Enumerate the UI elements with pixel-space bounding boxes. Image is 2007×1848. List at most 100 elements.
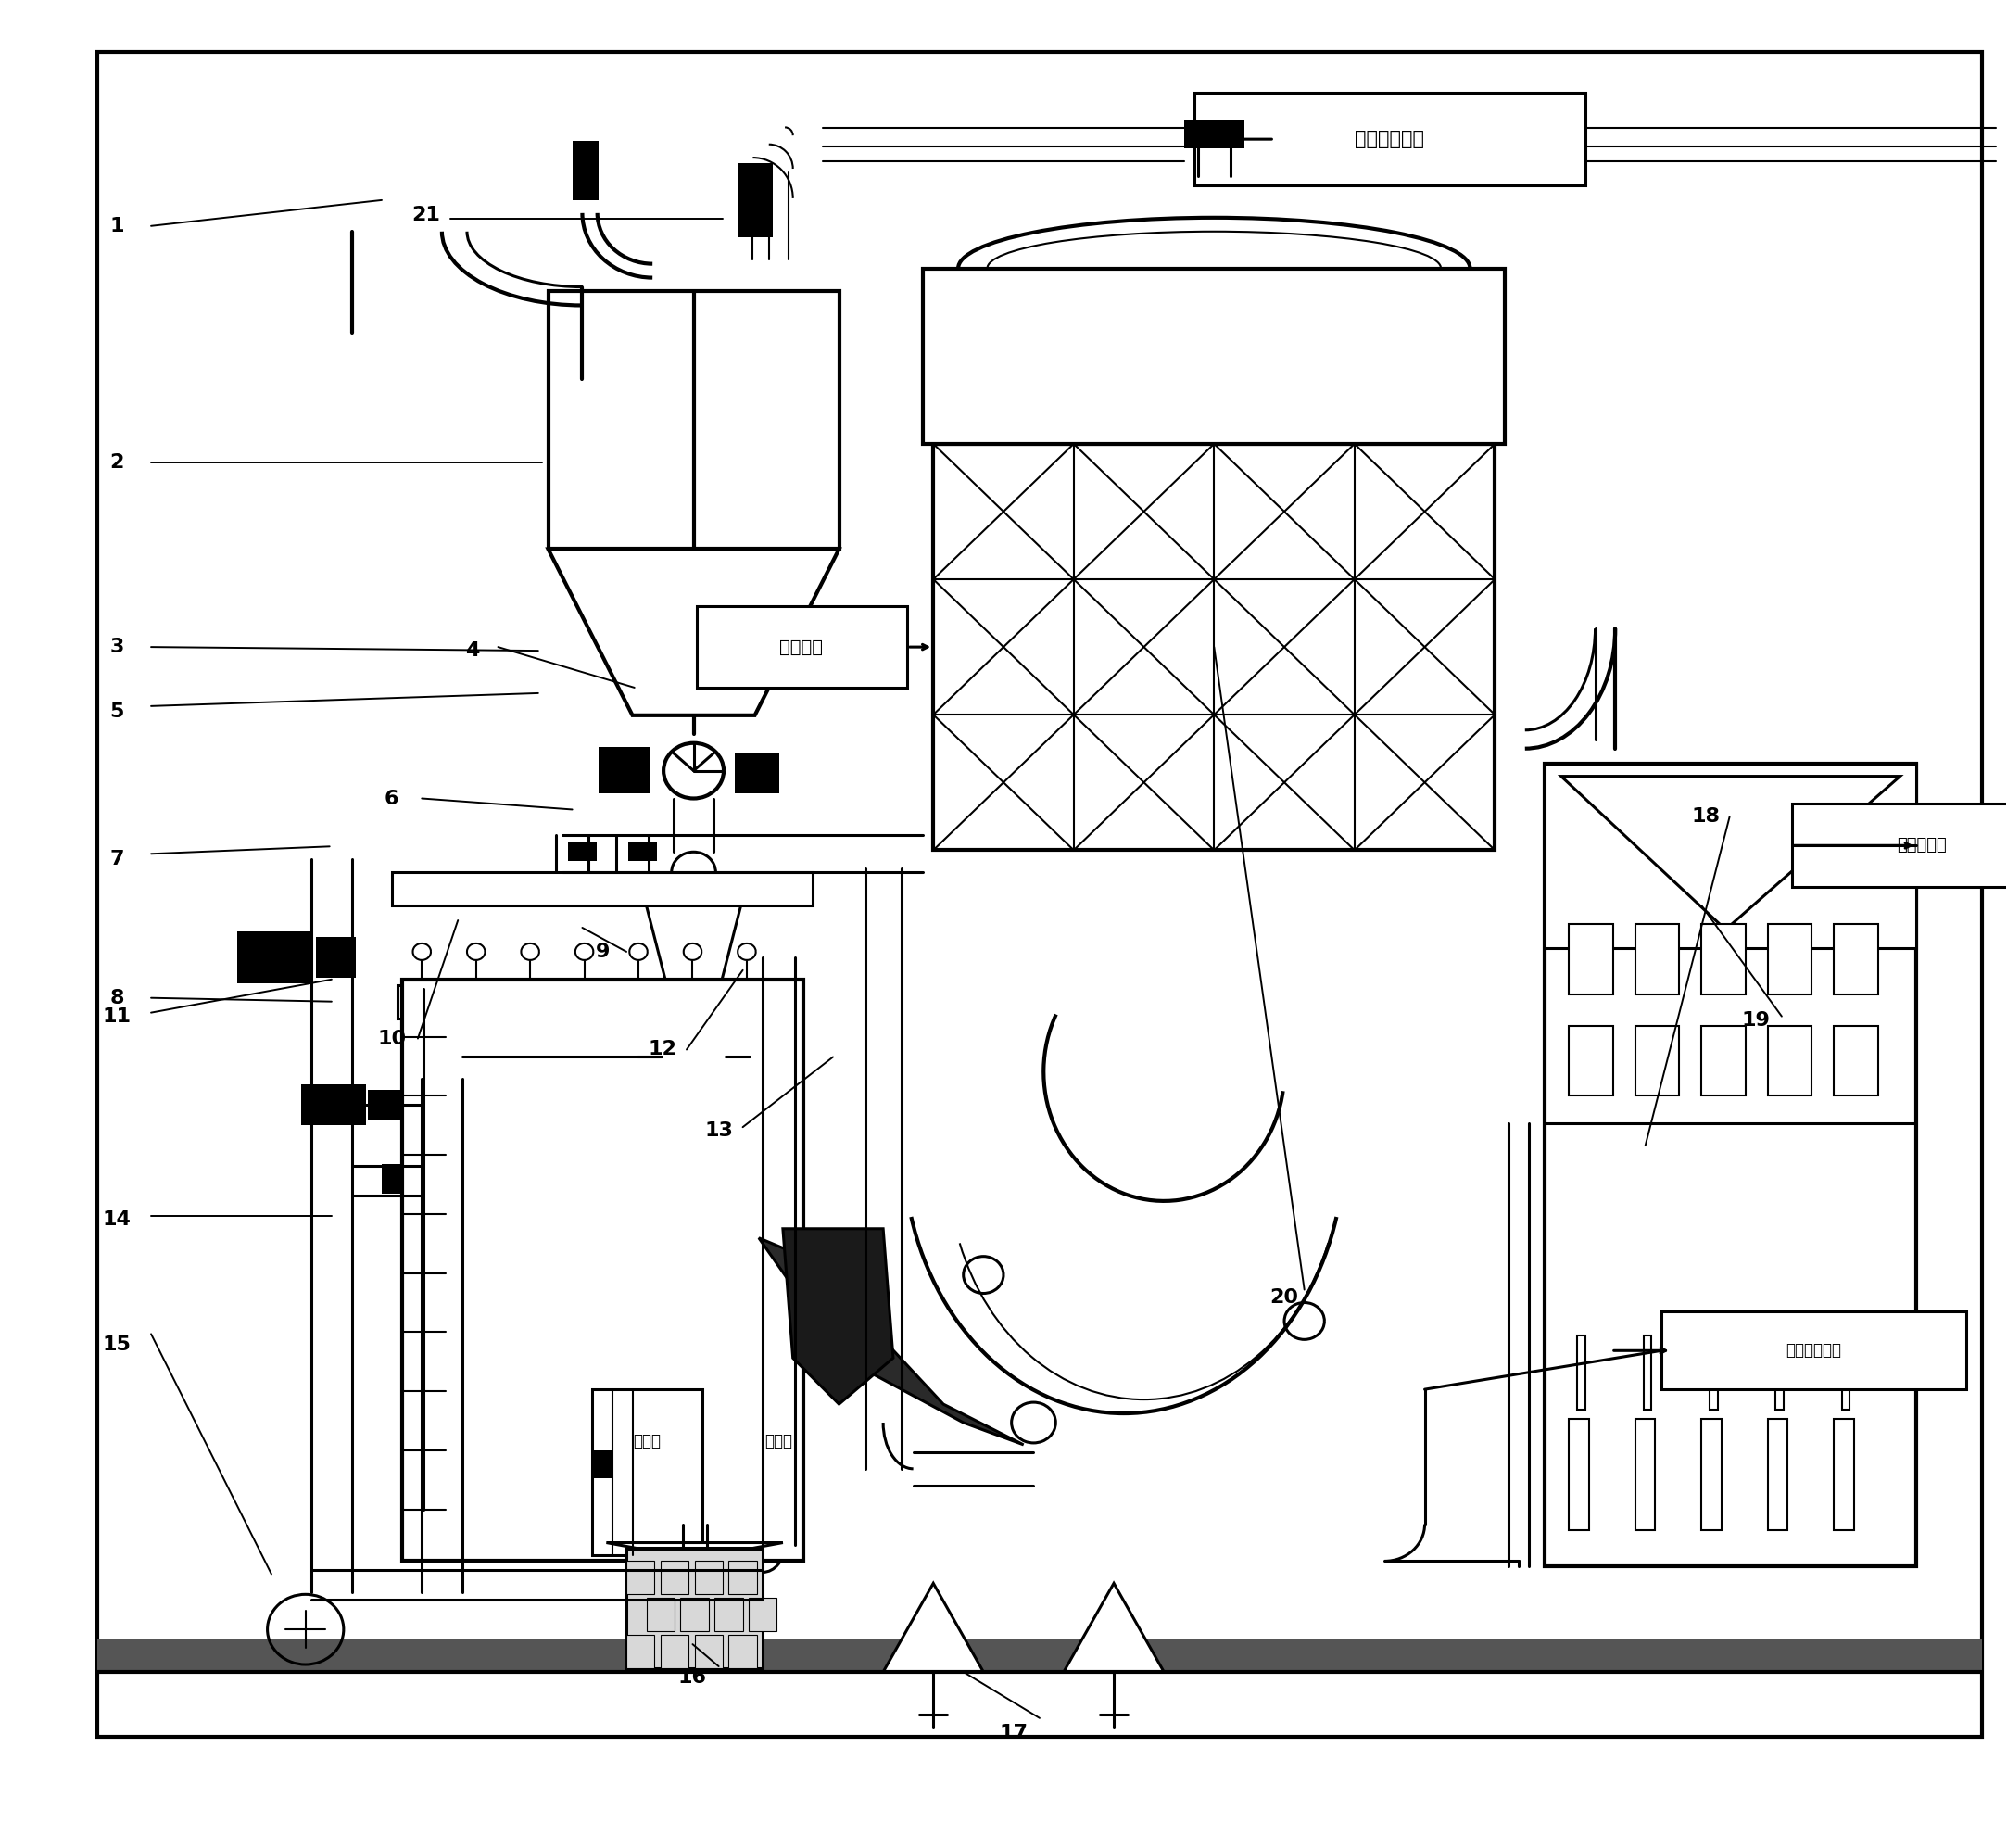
Text: 1: 1 bbox=[110, 216, 124, 235]
Bar bbox=[923, 268, 1505, 444]
Bar bbox=[729, 1562, 757, 1595]
Bar bbox=[592, 1390, 702, 1556]
Bar bbox=[598, 747, 650, 793]
Text: 18: 18 bbox=[1692, 808, 1720, 826]
Bar bbox=[1184, 120, 1244, 148]
Bar bbox=[1702, 924, 1746, 994]
Text: 来自鼓风机: 来自鼓风机 bbox=[1897, 837, 1947, 854]
Text: 3: 3 bbox=[110, 638, 124, 656]
Bar bbox=[1636, 924, 1680, 994]
Bar bbox=[749, 1599, 777, 1632]
Polygon shape bbox=[644, 894, 745, 996]
Bar bbox=[1636, 1026, 1680, 1096]
Bar bbox=[391, 872, 813, 906]
Bar bbox=[739, 163, 773, 237]
Text: 13: 13 bbox=[704, 1122, 733, 1140]
Bar bbox=[735, 752, 779, 793]
Text: 7: 7 bbox=[110, 850, 124, 869]
Bar bbox=[1834, 1419, 1854, 1530]
Text: 12: 12 bbox=[648, 1040, 676, 1059]
Text: 去除尘引风机: 去除尘引风机 bbox=[1786, 1342, 1842, 1358]
Bar bbox=[381, 1164, 405, 1194]
Bar bbox=[1636, 1419, 1656, 1530]
Text: 9: 9 bbox=[596, 942, 610, 961]
Text: 19: 19 bbox=[1742, 1011, 1770, 1029]
Bar bbox=[660, 1562, 688, 1595]
Bar bbox=[1834, 924, 1879, 994]
Bar bbox=[933, 444, 1495, 850]
Text: 来自钢粉系统: 来自钢粉系统 bbox=[1355, 129, 1425, 148]
Bar bbox=[662, 1033, 727, 1079]
Bar bbox=[1776, 1336, 1784, 1410]
Bar bbox=[714, 1599, 743, 1632]
Bar bbox=[729, 1635, 757, 1669]
Text: 6: 6 bbox=[385, 789, 399, 808]
Bar bbox=[680, 1599, 708, 1632]
Text: 15: 15 bbox=[102, 1336, 130, 1355]
Bar bbox=[1644, 1336, 1652, 1410]
Bar bbox=[411, 1164, 436, 1194]
Bar bbox=[1662, 1312, 1967, 1390]
Text: 14: 14 bbox=[102, 1210, 130, 1229]
Bar bbox=[548, 290, 839, 549]
Bar bbox=[626, 1562, 654, 1595]
Text: 熔渣池: 熔渣池 bbox=[632, 1432, 660, 1449]
Bar bbox=[1545, 763, 1917, 1567]
Bar bbox=[638, 992, 751, 1033]
Text: 11: 11 bbox=[102, 1007, 130, 1026]
Bar bbox=[628, 843, 656, 861]
Bar bbox=[96, 1639, 1983, 1672]
Polygon shape bbox=[1561, 776, 1901, 930]
Bar bbox=[1702, 1026, 1746, 1096]
Text: 21: 21 bbox=[411, 205, 440, 224]
Polygon shape bbox=[606, 1543, 783, 1549]
Bar bbox=[237, 931, 313, 983]
Text: 20: 20 bbox=[1270, 1288, 1299, 1307]
Bar bbox=[572, 140, 598, 200]
Bar bbox=[397, 985, 417, 1018]
Text: 10: 10 bbox=[377, 1029, 405, 1048]
Bar bbox=[568, 843, 596, 861]
Polygon shape bbox=[783, 1229, 893, 1404]
Polygon shape bbox=[1064, 1584, 1164, 1672]
Bar bbox=[1710, 1336, 1718, 1410]
Bar bbox=[660, 1635, 688, 1669]
Text: 5: 5 bbox=[110, 702, 124, 721]
Bar bbox=[1702, 1419, 1722, 1530]
Bar bbox=[1842, 1336, 1850, 1410]
Text: 预热空气: 预热空气 bbox=[779, 638, 823, 656]
Text: 17: 17 bbox=[999, 1724, 1028, 1743]
Text: 液态渣: 液态渣 bbox=[765, 1432, 793, 1449]
Text: 8: 8 bbox=[110, 989, 124, 1007]
Bar bbox=[646, 1599, 674, 1632]
Bar bbox=[1768, 924, 1812, 994]
Bar bbox=[1792, 804, 2007, 887]
Bar bbox=[696, 606, 907, 687]
Bar bbox=[401, 979, 803, 1562]
Bar bbox=[592, 1451, 612, 1478]
Bar bbox=[301, 1085, 365, 1125]
Bar bbox=[1578, 1336, 1586, 1410]
Bar bbox=[626, 1549, 763, 1669]
Text: 16: 16 bbox=[678, 1669, 706, 1687]
Bar bbox=[1768, 1026, 1812, 1096]
Polygon shape bbox=[548, 549, 839, 715]
Bar bbox=[1545, 763, 1917, 948]
Bar bbox=[626, 1635, 654, 1669]
Bar bbox=[1194, 92, 1586, 185]
Bar bbox=[367, 1090, 403, 1120]
Bar bbox=[1569, 1026, 1614, 1096]
Bar bbox=[694, 1635, 723, 1669]
Bar bbox=[315, 937, 355, 978]
Bar bbox=[1569, 924, 1614, 994]
Polygon shape bbox=[759, 1238, 1024, 1445]
Text: 2: 2 bbox=[110, 453, 124, 471]
Bar bbox=[751, 1002, 801, 1024]
Bar bbox=[1834, 1026, 1879, 1096]
Bar bbox=[694, 1562, 723, 1595]
Polygon shape bbox=[883, 1584, 983, 1672]
Bar bbox=[1768, 1419, 1788, 1530]
Bar bbox=[1569, 1419, 1590, 1530]
Text: 4: 4 bbox=[466, 641, 480, 660]
Bar bbox=[466, 985, 486, 1018]
